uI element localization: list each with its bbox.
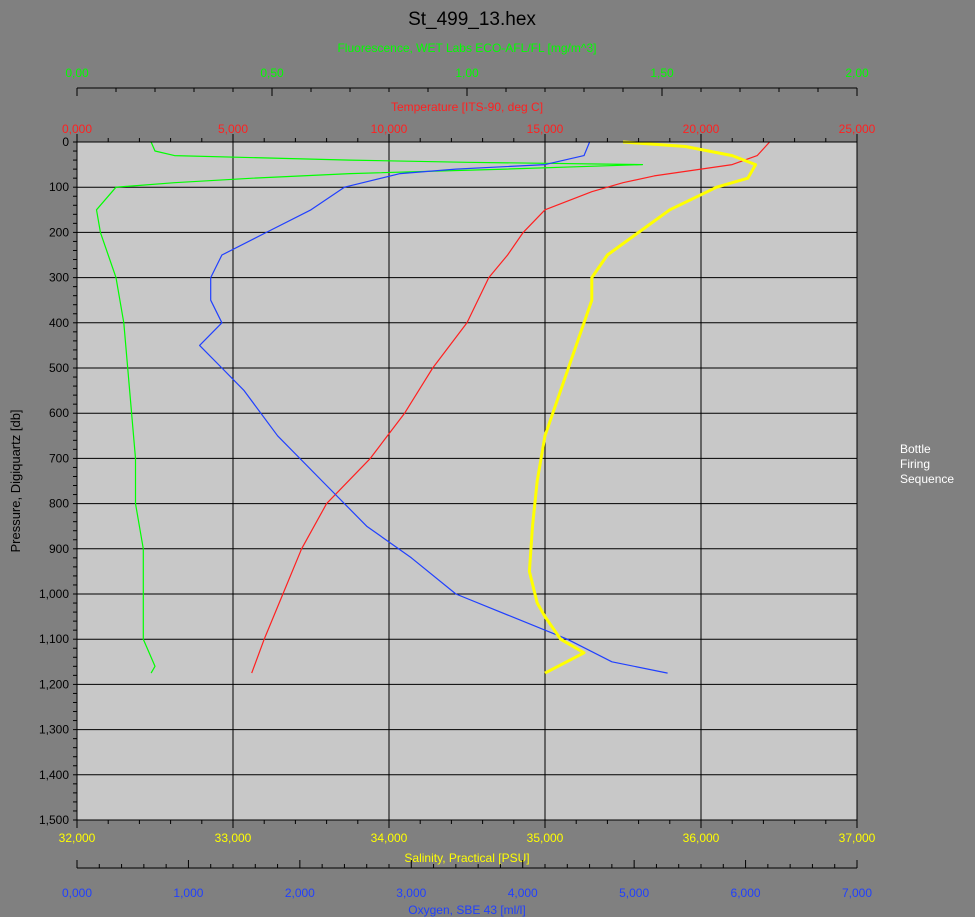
oxygen-tick-label: 6,000 — [731, 886, 761, 900]
fluorescence-tick-label: 2,00 — [845, 66, 869, 80]
y-tick-label: 0 — [62, 135, 69, 149]
chart-title: St_499_13.hex — [408, 9, 536, 30]
temperature-tick-label: 20,000 — [683, 122, 720, 136]
bottle-label-line-3: Sequence — [900, 472, 954, 486]
temperature-series-line — [251, 141, 771, 674]
y-tick-label: 1,200 — [39, 677, 69, 691]
fluorescence-tick-label: 1,00 — [455, 66, 479, 80]
bottle-label-line-1: Bottle — [900, 442, 931, 456]
y-tick-label: 600 — [49, 406, 69, 420]
fluorescence-tick-label: 1,50 — [650, 66, 674, 80]
y-tick-label: 400 — [49, 316, 69, 330]
salinity-tick-label: 32,000 — [59, 831, 96, 845]
y-tick-label: 800 — [49, 497, 69, 511]
salinity-axis-label: Salinity, Practical [PSU] — [404, 851, 529, 865]
salinity-series-line — [527, 140, 758, 675]
oxygen-tick-label: 2,000 — [285, 886, 315, 900]
temperature-axis-label: Temperature [ITS-90, deg C] — [391, 100, 543, 114]
fluorescence-series-line — [95, 141, 644, 674]
oxygen-tick-label: 0,000 — [62, 886, 92, 900]
salinity-tick-label: 36,000 — [683, 831, 720, 845]
y-tick-label: 1,300 — [39, 723, 69, 737]
y-axis-label: Pressure, Digiquartz [db] — [8, 409, 23, 552]
salinity-tick-label: 33,000 — [215, 831, 252, 845]
salinity-tick-label: 35,000 — [527, 831, 564, 845]
series-layer — [95, 140, 771, 675]
temperature-axis: 0,000 5,000 10,000 15,000 20,000 25,000 Temper… — [62, 100, 876, 143]
axes-layer: 0,00 0,50 1,00 1,50 2,00 Fluorescence, WET La… — [59, 41, 876, 917]
oxygen-tick-label: 4,000 — [508, 886, 538, 900]
temperature-tick-label: 25,000 — [839, 122, 876, 136]
y-tick-label: 900 — [49, 542, 69, 556]
plot-area — [77, 142, 857, 820]
temperature-tick-label: 10,000 — [371, 122, 408, 136]
y-tick-label: 300 — [49, 271, 69, 285]
fluorescence-tick-label: 0,00 — [65, 66, 89, 80]
temperature-tick-label: 0,000 — [62, 122, 92, 136]
fluorescence-axis: 0,00 0,50 1,00 1,50 2,00 Fluorescence, WET La… — [65, 41, 869, 96]
y-tick-label: 100 — [49, 180, 69, 194]
oxygen-axis-label: Oxygen, SBE 43 [ml/l] — [408, 903, 525, 917]
y-tick-label: 1,500 — [39, 813, 69, 827]
temperature-tick-label: 5,000 — [218, 122, 248, 136]
salinity-axis: 32,000 33,000 34,000 35,000 36,000 37,000 Sali… — [59, 819, 876, 865]
y-tick-label: 200 — [49, 225, 69, 239]
y-tick-label: 1,400 — [39, 768, 69, 782]
y-tick-label: 500 — [49, 361, 69, 375]
fluorescence-tick-label: 0,50 — [260, 66, 284, 80]
y-tick-label: 1,100 — [39, 632, 69, 646]
oxygen-tick-label: 7,000 — [842, 886, 872, 900]
oxygen-tick-label: 1,000 — [173, 886, 203, 900]
oxygen-series-line — [199, 141, 668, 674]
fluorescence-axis-label: Fluorescence, WET Labs ECO-AFL/FL [mg/m^… — [337, 41, 596, 55]
salinity-tick-label: 37,000 — [839, 831, 876, 845]
bottle-label-line-2: Firing — [900, 457, 930, 471]
temperature-tick-label: 15,000 — [527, 122, 564, 136]
oxygen-tick-label: 5,000 — [619, 886, 649, 900]
oxygen-tick-label: 3,000 — [396, 886, 426, 900]
oxygen-axis: 0,000 1,000 2,000 3,000 4,000 5,000 6,000 7,000… — [62, 860, 872, 917]
y-tick-label: 1,000 — [39, 587, 69, 601]
y-tick-label: 700 — [49, 451, 69, 465]
salinity-tick-label: 34,000 — [371, 831, 408, 845]
